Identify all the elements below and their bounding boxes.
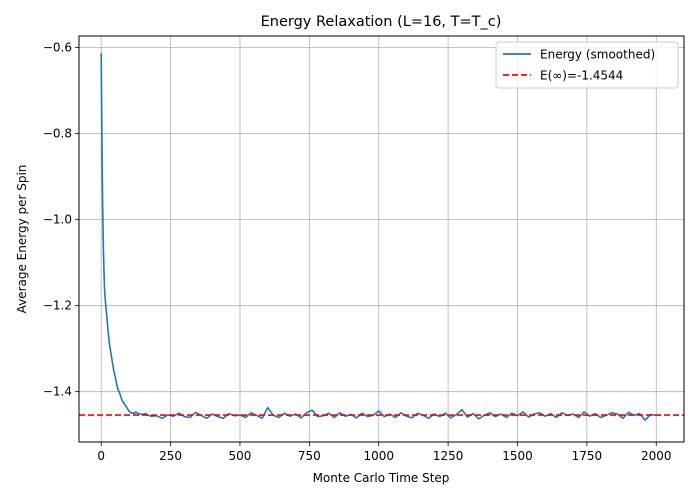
y-tick-label: −1.4: [43, 385, 72, 399]
y-tick-label: −1.2: [43, 299, 72, 313]
x-tick-label: 500: [229, 449, 252, 463]
plot-series: [79, 53, 684, 421]
chart-title: Energy Relaxation (L=16, T=T_c): [261, 14, 502, 30]
x-tick-label: 250: [159, 449, 182, 463]
legend-box: [495, 41, 679, 89]
legend: Energy (smoothed) E(∞)=-1.4544: [495, 41, 679, 89]
x-tick-label: 0: [97, 449, 105, 463]
x-tick-label: 1000: [363, 449, 394, 463]
y-tick-label: −0.8: [43, 127, 72, 141]
x-tick-label: 2000: [641, 449, 672, 463]
y-axis-ticks: −1.4 −1.2 −1.0 −0.8 −0.6: [43, 41, 79, 399]
grid-lines: [79, 36, 684, 442]
y-tick-label: −0.6: [43, 41, 72, 55]
energy-series-line: [100, 53, 657, 421]
y-axis-title: Average Energy per Spin: [15, 165, 29, 314]
x-tick-label: 1500: [502, 449, 533, 463]
legend-label-equilibrium: E(∞)=-1.4544: [540, 69, 623, 83]
plot-frame: [78, 35, 685, 443]
x-tick-label: 750: [298, 449, 321, 463]
x-tick-label: 1250: [433, 449, 464, 463]
legend-label-energy: Energy (smoothed): [540, 48, 655, 62]
x-tick-label: 1750: [572, 449, 603, 463]
x-axis-title: Monte Carlo Time Step: [313, 471, 450, 485]
x-axis-ticks: 0 250 500 750 1000 1250 1500 1750 2000: [97, 442, 672, 463]
y-tick-label: −1.0: [43, 213, 72, 227]
